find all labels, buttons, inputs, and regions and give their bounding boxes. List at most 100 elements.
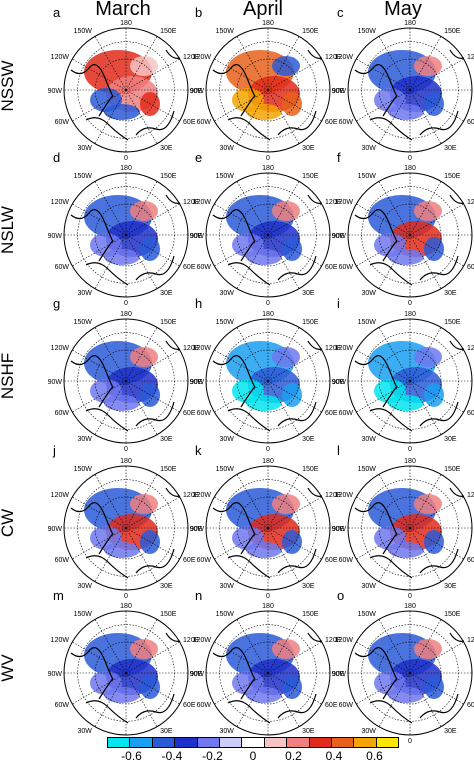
- meridian-line: [356, 672, 411, 705]
- panel-letter: n: [195, 588, 203, 603]
- longitude-label: 90E: [332, 233, 345, 240]
- longitude-label: 150W: [74, 466, 93, 473]
- longitude-label: 0: [408, 738, 412, 745]
- map-boundary: [347, 172, 473, 298]
- meridian-line: [267, 58, 322, 91]
- longitude-label: 150W: [74, 611, 93, 618]
- colorbar-tick-label: -0.6: [121, 749, 142, 763]
- meridian-line: [236, 474, 269, 529]
- colorbar-tick-label: 0: [249, 749, 257, 763]
- meridian-line: [378, 619, 411, 674]
- meridian-line: [409, 181, 442, 236]
- meridian-line: [409, 641, 464, 674]
- longitude-label: 150E: [444, 319, 461, 326]
- meridian-line: [409, 672, 442, 727]
- longitude-label: 30W: [361, 145, 376, 152]
- map-boundary: [63, 318, 189, 444]
- longitude-label: 0: [124, 446, 128, 453]
- longitude-label: 120W: [51, 345, 70, 352]
- longitude-label: 180: [404, 311, 416, 318]
- longitude-label: 60E: [183, 119, 196, 126]
- meridian-line: [356, 641, 411, 674]
- panel-letter: c: [337, 5, 344, 20]
- meridian-line: [409, 527, 464, 560]
- longitude-label: 120E: [325, 492, 342, 499]
- longitude-label: 60W: [55, 557, 70, 564]
- meridian-line: [356, 349, 411, 382]
- longitude-label: 30W: [219, 436, 234, 443]
- meridian-line: [409, 89, 464, 122]
- longitude-label: 120W: [51, 54, 70, 61]
- longitude-label: 60E: [467, 557, 474, 564]
- longitude-label: 150W: [358, 466, 377, 473]
- longitude-label: 180: [404, 20, 416, 27]
- longitude-label: 60W: [55, 264, 70, 271]
- meridian-line: [125, 181, 158, 236]
- meridian-line: [356, 58, 411, 91]
- colorbar-tick-label: -0.2: [202, 749, 223, 763]
- longitude-label: 30E: [302, 728, 315, 735]
- longitude-label: 120E: [325, 54, 342, 61]
- longitude-label: 30W: [77, 728, 92, 735]
- longitude-label: 120W: [51, 199, 70, 206]
- meridian-line: [409, 672, 464, 705]
- longitude-label: 120W: [335, 637, 354, 644]
- longitude-label: 0: [408, 446, 412, 453]
- anomaly-region: [246, 104, 282, 120]
- polar-map-panel-e: e 180 150W 150E 120W 120E 90W 90E 60W 60E 30W 30E 0: [190, 150, 345, 307]
- meridian-line: [409, 203, 464, 236]
- map-boundary: [63, 172, 189, 298]
- polar-map-panel-g: g 180 150W 150E 120W 120E 90W 90E 60W 60E 30W 30E 0: [48, 296, 203, 453]
- longitude-label: 180: [262, 603, 274, 610]
- panel-letter: h: [195, 296, 203, 311]
- panel-letter: o: [337, 588, 345, 603]
- colorbar-swatch: [219, 738, 243, 747]
- colorbar-tick-label: 0.6: [366, 749, 383, 763]
- longitude-label: 150E: [160, 173, 177, 180]
- colorbar-swatch: [354, 738, 377, 747]
- colorbar-swatch: [242, 738, 265, 747]
- row-label-wv: WV: [0, 654, 17, 682]
- anomaly-region: [272, 494, 300, 514]
- meridian-line: [72, 641, 127, 674]
- longitude-label: 60W: [339, 557, 354, 564]
- longitude-label: 150E: [302, 611, 319, 618]
- meridian-line: [94, 527, 127, 582]
- longitude-label: 150W: [74, 173, 93, 180]
- meridian-line: [125, 527, 180, 560]
- anomaly-region: [414, 494, 442, 514]
- meridian-line: [356, 380, 411, 413]
- meridian-line: [267, 36, 300, 91]
- panel-letter: d: [53, 150, 61, 165]
- panel-letter: m: [53, 588, 64, 603]
- longitude-label: 60E: [467, 119, 474, 126]
- longitude-label: 180: [262, 311, 274, 318]
- meridian-line: [267, 380, 300, 435]
- longitude-label: 60E: [325, 557, 338, 564]
- longitude-label: 90W: [190, 379, 205, 386]
- anomaly-region: [414, 201, 442, 221]
- anomaly-region: [104, 687, 140, 703]
- longitude-label: 150W: [358, 173, 377, 180]
- longitude-label: 90E: [332, 526, 345, 533]
- longitude-label: 90E: [190, 671, 203, 678]
- meridian-line: [267, 619, 300, 674]
- meridian-line: [94, 89, 127, 144]
- polar-map-panel-n: n180150W150E120W120E90W90E60W60E30W30E0: [190, 588, 345, 745]
- longitude-label: 120W: [193, 54, 212, 61]
- anomaly-region: [388, 395, 424, 411]
- longitude-label: 180: [120, 458, 132, 465]
- polar-map-panel-k: k 180 150W 150E 120W 120E 90W 90E 60W 60E 30W 30E 0: [190, 443, 345, 600]
- meridian-line: [214, 234, 269, 267]
- anomaly-region: [414, 639, 442, 659]
- longitude-label: 60E: [183, 410, 196, 417]
- longitude-label: 150E: [444, 173, 461, 180]
- meridian-line: [409, 527, 442, 582]
- meridian-line: [409, 619, 442, 674]
- longitude-label: 150E: [444, 28, 461, 35]
- longitude-label: 120W: [193, 492, 212, 499]
- meridian-line: [125, 349, 180, 382]
